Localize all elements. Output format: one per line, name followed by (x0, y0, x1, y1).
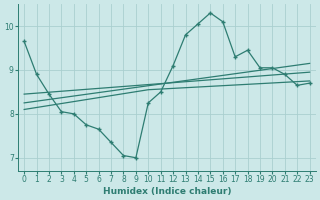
X-axis label: Humidex (Indice chaleur): Humidex (Indice chaleur) (103, 187, 231, 196)
